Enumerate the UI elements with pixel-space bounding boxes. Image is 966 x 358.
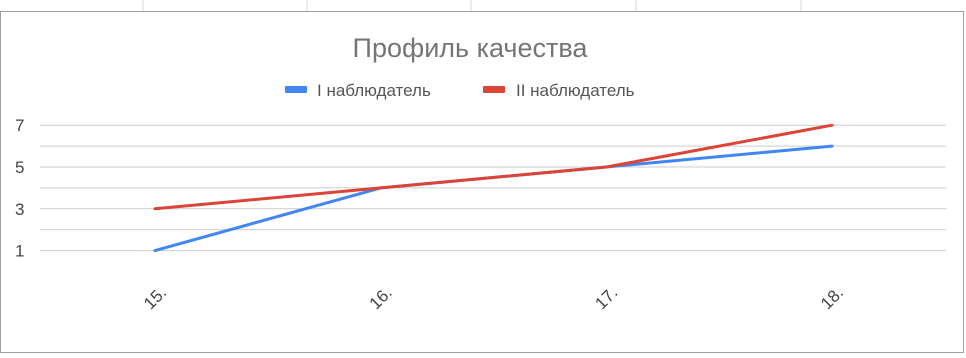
legend-label-2: II наблюдатель <box>516 81 635 100</box>
data-point-2-3[interactable] <box>604 165 608 169</box>
legend-swatch-1 <box>285 86 307 93</box>
data-point-2-4[interactable] <box>830 123 834 127</box>
series-lines <box>153 123 834 253</box>
legend: I наблюдатель II наблюдатель <box>285 81 635 100</box>
chart-title: Профиль качества <box>353 33 589 63</box>
data-point-1-1[interactable] <box>153 249 157 253</box>
gridlines <box>40 124 946 252</box>
data-point-2-1[interactable] <box>153 207 157 211</box>
legend-label-1: I наблюдатель <box>317 81 431 100</box>
y-tick-label: 5 <box>15 158 24 177</box>
y-tick-label: 3 <box>15 200 24 219</box>
sheet-background <box>142 0 802 12</box>
series-line-2[interactable] <box>154 123 833 211</box>
y-axis-ticks: 1 3 5 7 <box>15 116 24 260</box>
legend-item-2[interactable]: II наблюдатель <box>483 81 635 100</box>
data-point-1-4[interactable] <box>830 144 834 148</box>
chart-border[interactable] <box>0 11 964 353</box>
data-point-2-2[interactable] <box>379 186 383 190</box>
y-tick-label: 7 <box>15 116 24 135</box>
legend-item-1[interactable]: I наблюдатель <box>285 81 431 100</box>
legend-swatch-2 <box>483 86 505 93</box>
y-tick-label: 1 <box>15 242 24 261</box>
